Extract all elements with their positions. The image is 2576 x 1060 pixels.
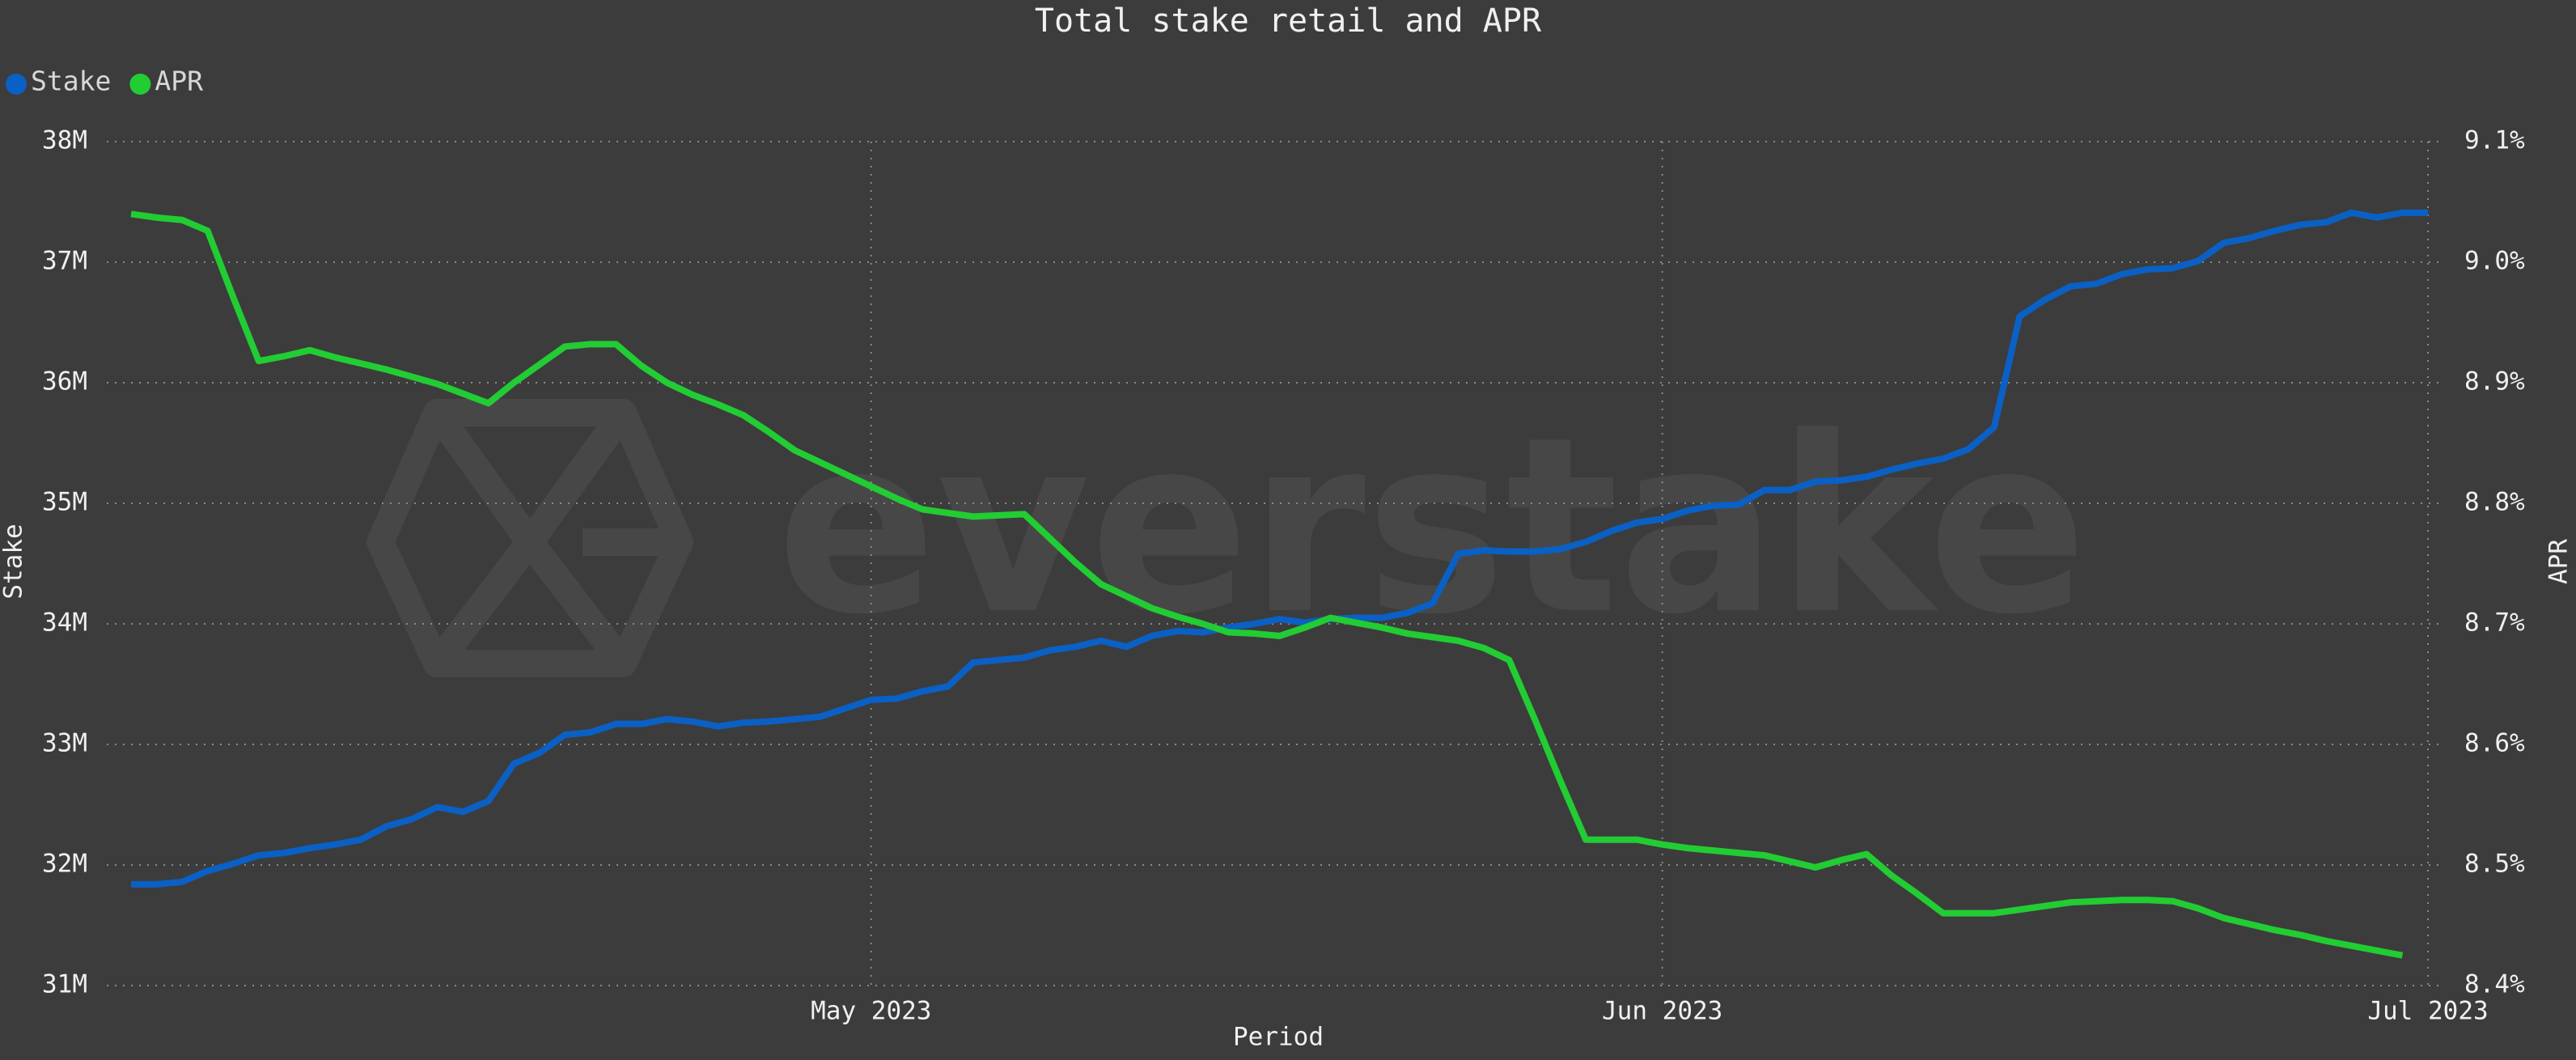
watermark: everstake: [777, 385, 2087, 668]
watermark-logo: [366, 399, 693, 677]
series-line: [130, 210, 2404, 959]
y2-tick-label: 8.8%: [2464, 488, 2525, 517]
legend-marker: [129, 74, 151, 95]
series-line: [131, 209, 2428, 888]
x-tick-label: May 2023: [811, 997, 931, 1026]
y-axis-label: Stake: [0, 524, 28, 599]
legend-marker: [6, 74, 27, 95]
y2-tick-label: 8.9%: [2464, 367, 2525, 396]
y2-tick-label: 9.0%: [2464, 247, 2525, 276]
y-tick-label: 32M: [42, 850, 87, 879]
x-tick-label: Jul 2023: [2367, 997, 2488, 1026]
x-tick-label: Jun 2023: [1602, 997, 1722, 1026]
y-tick-label: 38M: [42, 126, 87, 155]
y-tick-label: 31M: [42, 970, 87, 999]
y-tick-label: 33M: [42, 729, 87, 758]
y2-tick-label: 8.5%: [2464, 850, 2525, 879]
y-tick-label: 35M: [42, 488, 87, 517]
y2-axis-label: APR: [2544, 539, 2574, 584]
x-axis-label: Period: [1233, 1023, 1324, 1052]
y2-tick-label: 9.1%: [2464, 126, 2525, 155]
y2-tick-label: 8.6%: [2464, 729, 2525, 758]
chart-title: Total stake retail and APR: [1035, 2, 1542, 40]
y-tick-label: 36M: [42, 367, 87, 396]
y2-tick-label: 8.7%: [2464, 608, 2525, 638]
y-tick-label: 34M: [42, 608, 87, 638]
y2-tick-label: 8.4%: [2464, 970, 2525, 999]
legend-label: APR: [155, 66, 203, 97]
legend-label: Stake: [31, 66, 111, 97]
y-tick-label: 37M: [42, 247, 87, 276]
